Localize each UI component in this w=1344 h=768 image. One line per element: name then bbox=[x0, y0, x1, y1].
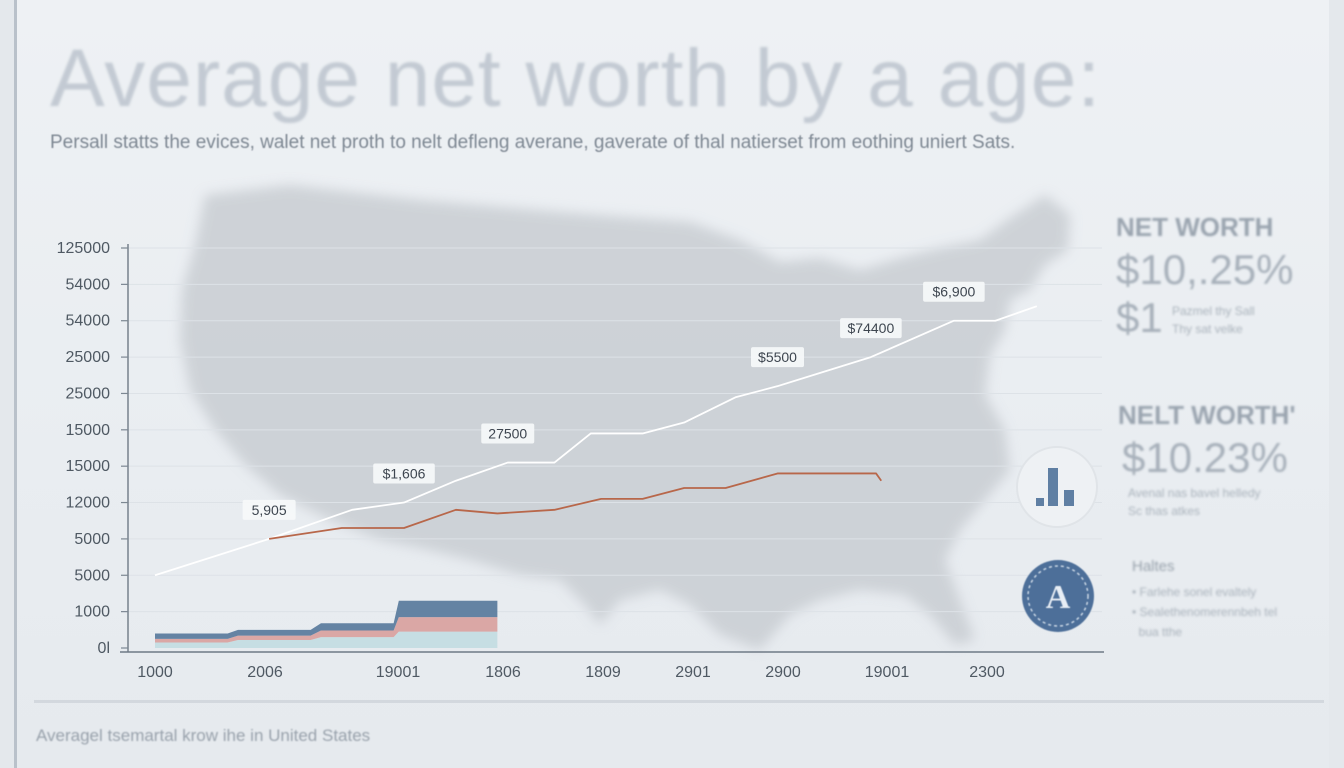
note-line: Sc thas atkes bbox=[1128, 504, 1201, 518]
data-label: $5500 bbox=[758, 349, 797, 365]
data-label-box bbox=[481, 423, 535, 444]
y-tick-label: 15000 bbox=[66, 458, 111, 475]
y-tick-label: 54000 bbox=[66, 313, 111, 330]
data-label-box bbox=[923, 281, 985, 302]
data-label: $1,606 bbox=[383, 466, 426, 482]
y-tick-label: 125000 bbox=[57, 240, 110, 257]
x-tick-label: 19001 bbox=[376, 664, 421, 681]
notes-bullet-text: Sealethenomerennbeh tel bbox=[1139, 605, 1277, 619]
x-tick-label: 2900 bbox=[765, 664, 801, 681]
chart-series bbox=[154, 305, 1038, 577]
bar-chart-icon bbox=[1016, 446, 1098, 528]
area-layer bbox=[155, 600, 498, 639]
data-label: 27500 bbox=[488, 426, 527, 442]
notes-bullet: bua tthe bbox=[1132, 622, 1277, 642]
y-tick-label: 54000 bbox=[66, 276, 111, 293]
net-worth-value: $10,.25% bbox=[1116, 246, 1294, 293]
chart-axes bbox=[120, 244, 1104, 653]
y-tick-label: 12000 bbox=[66, 495, 111, 512]
notes-title: Haltes bbox=[1132, 558, 1175, 575]
y-tick-label: 5000 bbox=[74, 567, 110, 584]
y-tick-label: 5000 bbox=[74, 531, 110, 548]
data-labels: 5,905 $1,606 27500 $5500 $74400 $6,900 bbox=[242, 281, 985, 520]
seal-emblem-icon: A bbox=[1022, 560, 1094, 632]
net-worth-heading: NET WORTH bbox=[1116, 212, 1274, 242]
data-label: 5,905 bbox=[252, 502, 287, 518]
series-line bbox=[154, 305, 1038, 577]
x-tick-label: 2006 bbox=[247, 664, 283, 681]
y-tick-label: 1000 bbox=[74, 604, 110, 621]
x-tick-label: 1809 bbox=[585, 664, 621, 681]
y-tick-label: 25000 bbox=[66, 349, 111, 366]
data-label: $74400 bbox=[848, 320, 895, 336]
notes-list: • Farlehe sonel evaltely • Sealethenomer… bbox=[1132, 582, 1277, 642]
notes-bullet: • Farlehe sonel evaltely bbox=[1132, 585, 1257, 599]
page-title: Average net worth by a age: bbox=[50, 33, 1102, 124]
net-worth-note: Pazmel thy Sall Thy sat velke bbox=[1172, 302, 1255, 338]
footer-divider bbox=[34, 700, 1324, 703]
y-tick-label: 0l bbox=[98, 640, 110, 657]
data-label-box bbox=[242, 499, 296, 520]
notes-bullet-text: Farlehe sonel evaltely bbox=[1139, 585, 1257, 599]
note-line: Avenal nas bavel helledy bbox=[1128, 486, 1261, 500]
footer-caption: Averagel tsemartal krow ihe in United St… bbox=[36, 726, 371, 745]
note-line: Thy sat velke bbox=[1172, 322, 1243, 336]
us-map-silhouette bbox=[180, 185, 1070, 650]
x-tick-label: 2300 bbox=[969, 664, 1005, 681]
data-label: $6,900 bbox=[932, 284, 975, 300]
note-line: Pazmel thy Sall bbox=[1172, 304, 1255, 318]
x-tick-label: 1000 bbox=[137, 664, 173, 681]
net-worth-value-secondary: $1 bbox=[1116, 294, 1163, 341]
y-tick-label: 25000 bbox=[66, 385, 111, 402]
notes-bullet: • Sealethenomerennbeh tel bbox=[1132, 605, 1277, 619]
stacked-area bbox=[155, 600, 498, 648]
net-worth-note-2: Avenal nas bavel helledy Sc thas atkes bbox=[1128, 484, 1261, 520]
data-label-box bbox=[751, 347, 804, 368]
area-layer bbox=[155, 631, 498, 648]
seal-letter: A bbox=[1046, 579, 1071, 616]
page-subtitle: Persall statts the evices, walet net pro… bbox=[50, 132, 1016, 153]
y-tick-label: 15000 bbox=[66, 422, 111, 439]
notes-bullet-text: bua tthe bbox=[1138, 625, 1183, 639]
net-worth-heading-2: NELT WORTH' bbox=[1118, 400, 1296, 430]
x-tick-label: 2901 bbox=[675, 664, 711, 681]
area-layer bbox=[155, 617, 498, 643]
data-label-box bbox=[840, 318, 902, 339]
x-tick-label: 19001 bbox=[865, 664, 910, 681]
series-line bbox=[268, 472, 882, 540]
x-tick-label: 1806 bbox=[485, 664, 521, 681]
y-axis-ticks: 0l 1000 5000 5000 12000 15000 15000 25000 25000 5… bbox=[57, 240, 128, 657]
x-axis-ticks: 1000 2006 19001 1806 1809 2901 2900 19001 2300 bbox=[137, 664, 1005, 681]
data-label-box bbox=[373, 463, 435, 484]
net-worth-value-2: $10.23% bbox=[1122, 434, 1288, 481]
